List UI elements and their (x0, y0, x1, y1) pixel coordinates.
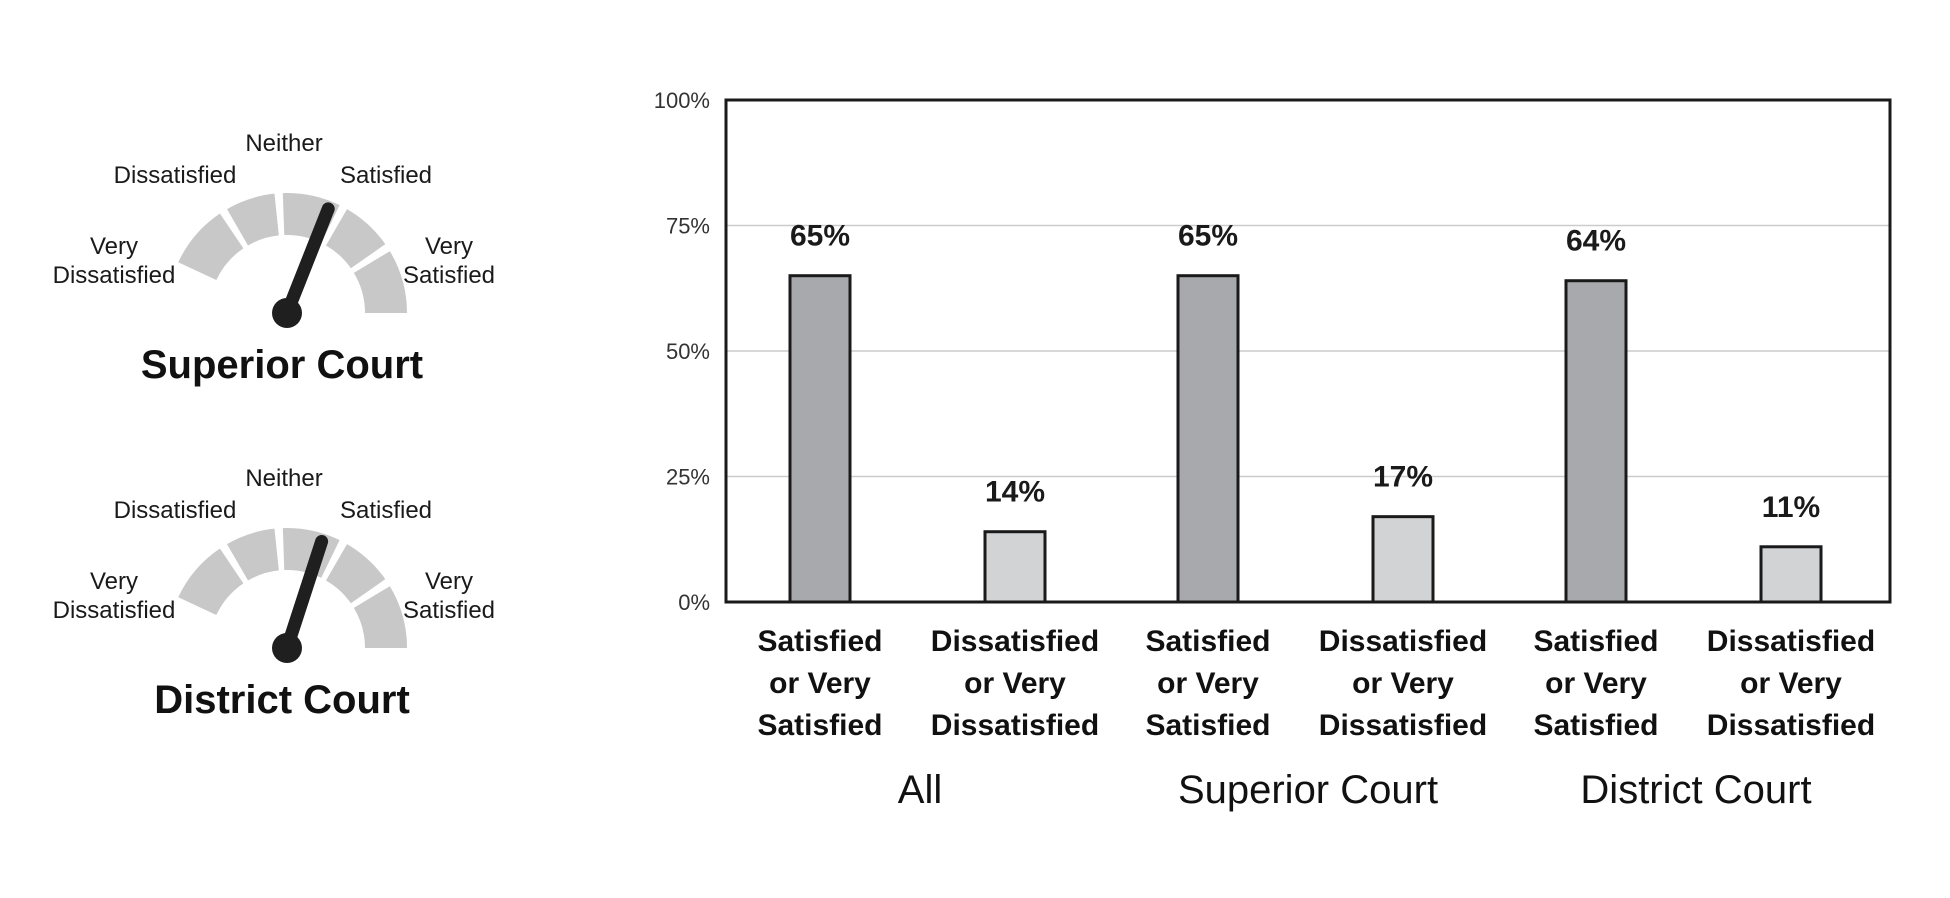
gauge-label-dissatisfied: Dissatisfied (114, 162, 237, 189)
gauge-segment (326, 544, 386, 604)
gauge-title: District Court (154, 678, 410, 722)
bar-value-label: 64% (1566, 225, 1626, 258)
bar-dissatisfied (1371, 515, 1435, 604)
gauge-segment (353, 251, 407, 313)
bar-value-label: 14% (985, 476, 1045, 509)
group-label: All (898, 768, 942, 812)
category-label: or Very (1545, 667, 1647, 700)
bar-value-label: 65% (1178, 220, 1238, 253)
category-label: Dissatisfied (1707, 709, 1875, 742)
bar-dissatisfied (983, 530, 1047, 604)
gauge-title: Superior Court (141, 343, 423, 387)
gauge-label-satisfied: Satisfied (340, 497, 432, 524)
category-label: or Very (1740, 667, 1842, 700)
category-label: Satisfied (757, 709, 882, 742)
y-tick-label: 75% (666, 214, 710, 239)
gauge-label-satisfied: Satisfied (340, 162, 432, 189)
gauge-segment (227, 193, 279, 246)
gauge-label-very-dissatisfied: Dissatisfied (53, 597, 176, 624)
bars (788, 274, 1823, 604)
gauge-label-very-satisfied: Satisfied (403, 597, 495, 624)
category-label: or Very (964, 667, 1066, 700)
plot-frame (724, 98, 1892, 604)
bar-value-label: 17% (1373, 461, 1433, 494)
gauge-needle-hub (272, 633, 302, 663)
category-label: Dissatisfied (1319, 709, 1487, 742)
gauge-label-neither: Neither (245, 130, 322, 157)
gauge-needle (280, 534, 329, 655)
y-tick-label: 25% (666, 465, 710, 490)
gauge-segment (353, 586, 407, 648)
gauge-segment (178, 548, 244, 616)
bar-satisfied (1564, 279, 1628, 604)
gauge-label-dissatisfied: Dissatisfied (114, 497, 237, 524)
category-label: Satisfied (1533, 709, 1658, 742)
gauge-label-very-dissatisfied: Dissatisfied (53, 262, 176, 289)
gauge-label-very-satisfied: Very (425, 233, 473, 260)
y-tick-label: 50% (666, 339, 710, 364)
gauge-1: VeryDissatisfiedDissatisfiedNeitherSatis… (53, 130, 495, 387)
category-label: or Very (769, 667, 871, 700)
gauge-needle-hub (272, 298, 302, 328)
bar-satisfied (788, 274, 852, 604)
gauge-2: VeryDissatisfiedDissatisfiedNeitherSatis… (53, 465, 495, 722)
bar-dissatisfied (1759, 545, 1823, 604)
gauge-segment (326, 209, 386, 269)
gauge-label-very-satisfied: Very (425, 568, 473, 595)
category-label: Satisfied (757, 625, 882, 658)
gridlines (726, 224, 1890, 478)
gauge-label-very-dissatisfied: Very (90, 568, 138, 595)
gauge-segment (178, 213, 244, 281)
category-label: Dissatisfied (931, 709, 1099, 742)
y-tick-label: 0% (678, 590, 710, 615)
category-label: Satisfied (1145, 709, 1270, 742)
y-tick-label: 100% (654, 88, 710, 113)
category-label: or Very (1352, 667, 1454, 700)
group-label: District Court (1580, 768, 1811, 812)
bar-value-label: 11% (1762, 491, 1820, 524)
gauge-label-very-satisfied: Satisfied (403, 262, 495, 289)
bar-value-label: 65% (790, 220, 850, 253)
gauge-needle (280, 202, 335, 320)
gauge-label-very-dissatisfied: Very (90, 233, 138, 260)
category-label: Dissatisfied (1319, 625, 1487, 658)
bar-satisfied (1176, 274, 1240, 604)
category-label: Satisfied (1145, 625, 1270, 658)
gauge-segment (227, 528, 279, 581)
gauges-panel: VeryDissatisfiedDissatisfiedNeitherSatis… (53, 130, 495, 722)
category-label: Satisfied (1533, 625, 1658, 658)
category-label: or Very (1157, 667, 1259, 700)
category-label: Dissatisfied (931, 625, 1099, 658)
group-label: Superior Court (1178, 768, 1438, 812)
category-label: Dissatisfied (1707, 625, 1875, 658)
gauge-label-neither: Neither (245, 465, 322, 492)
